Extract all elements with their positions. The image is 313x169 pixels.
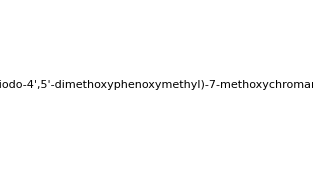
Text: 2-(2'-iodo-4',5'-dimethoxyphenoxymethyl)-7-methoxychroman-4-ol: 2-(2'-iodo-4',5'-dimethoxyphenoxymethyl)… bbox=[0, 79, 313, 90]
